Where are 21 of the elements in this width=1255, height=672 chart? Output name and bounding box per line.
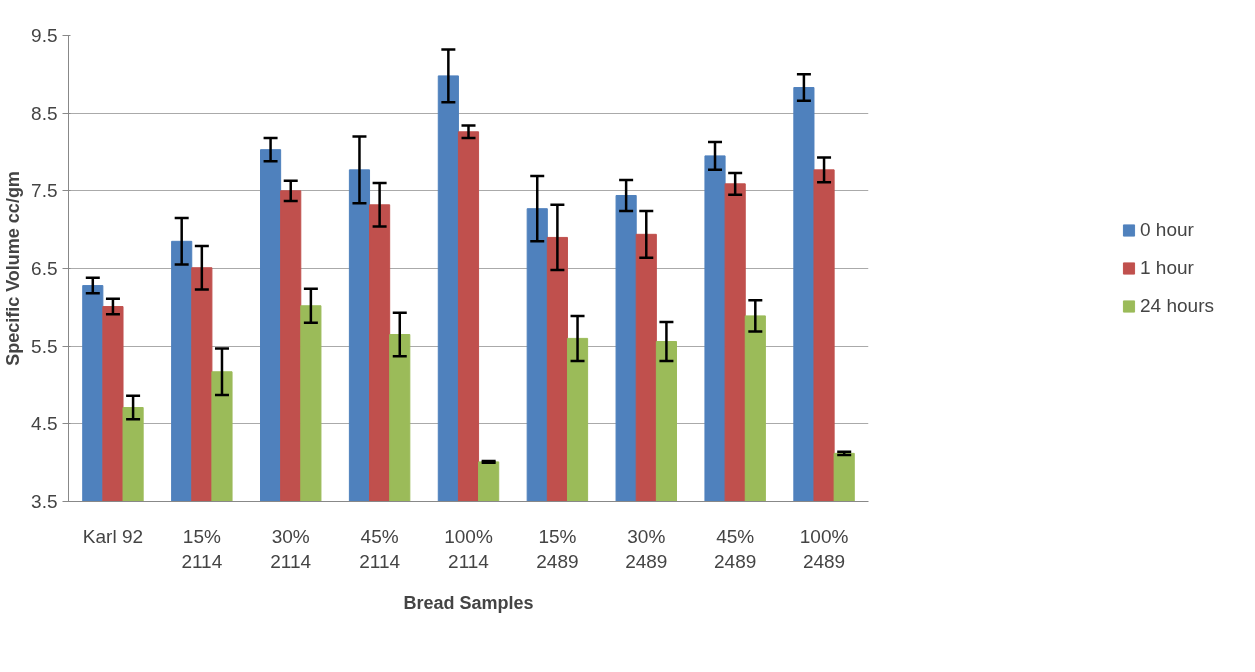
- x-tick-label: 15% 2114: [181, 525, 223, 572]
- x-tick-label: 45% 2489: [714, 525, 757, 572]
- x-tick-label: 100% 2489: [799, 525, 849, 572]
- legend-label: 24 hours: [1140, 295, 1214, 317]
- x-tick-label: 30% 2114: [270, 525, 312, 572]
- y-tick-label: 6.5: [31, 258, 58, 279]
- x-tick-label: 15% 2489: [536, 525, 579, 572]
- x-tick-label: Karl 92: [82, 525, 144, 547]
- y-tick-label: 3.5: [31, 491, 58, 512]
- y-tick-label: 7.5: [31, 180, 58, 202]
- legend-label: 0 hour: [1140, 219, 1194, 241]
- y-tick-label: 5.5: [31, 335, 58, 357]
- x-tick-label: 30% 2489: [625, 525, 668, 572]
- y-tick-label: 9.5: [31, 25, 58, 46]
- x-tick-label: 45% 2114: [359, 525, 401, 572]
- x-tick-label: 100% 2114: [444, 525, 493, 572]
- x-axis-title: Bread Samples: [403, 592, 534, 613]
- y-axis-title: Specific Volume cc/gm: [3, 171, 24, 366]
- y-tick-label: 4.5: [31, 413, 58, 435]
- legend-label: 1 hour: [1140, 257, 1194, 279]
- y-tick-label: 8.5: [31, 102, 58, 124]
